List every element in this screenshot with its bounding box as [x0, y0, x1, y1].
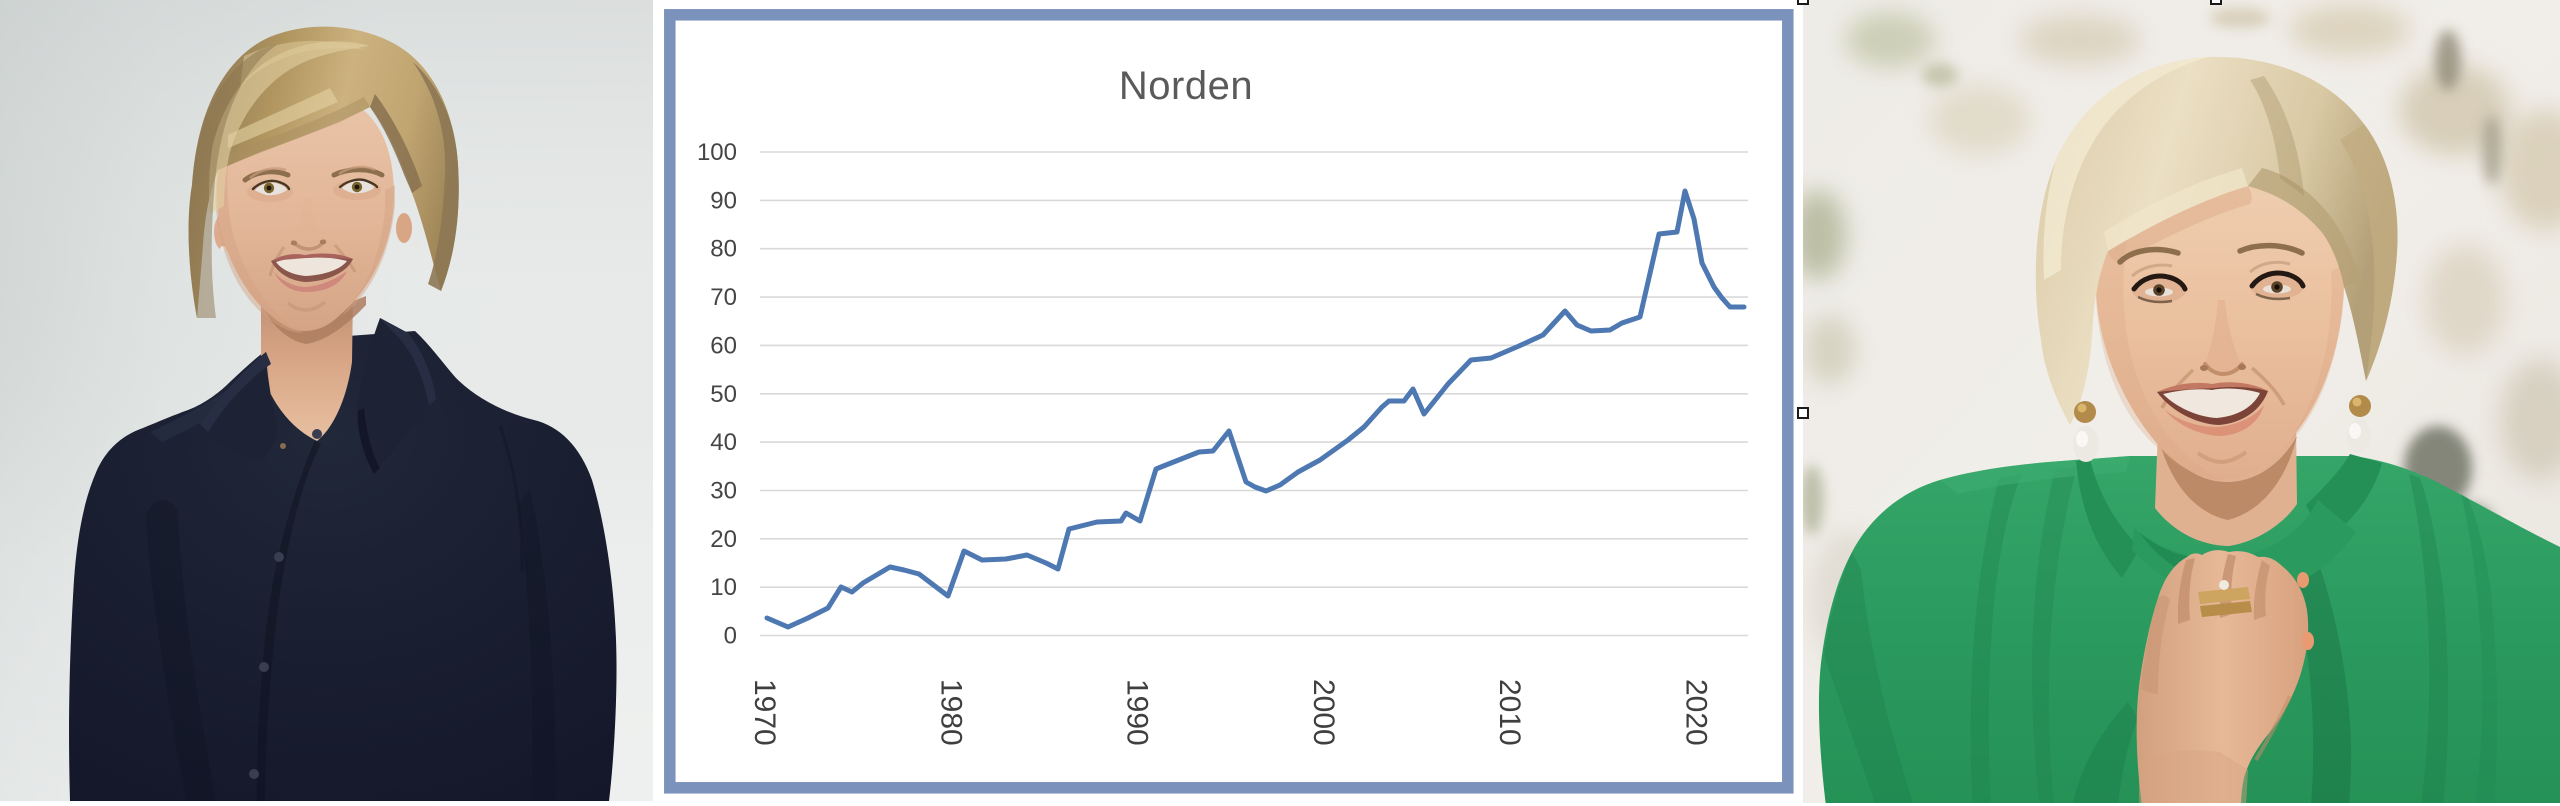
svg-text:2000: 2000	[1307, 679, 1340, 746]
svg-text:100: 100	[697, 139, 737, 166]
svg-text:30: 30	[710, 478, 737, 505]
svg-text:1990: 1990	[1121, 679, 1154, 746]
svg-text:70: 70	[710, 284, 737, 311]
svg-text:50: 50	[710, 381, 737, 408]
svg-text:80: 80	[710, 236, 737, 263]
svg-text:1980: 1980	[934, 679, 967, 746]
svg-text:2010: 2010	[1493, 679, 1526, 746]
svg-text:60: 60	[710, 332, 737, 359]
svg-text:10: 10	[710, 574, 737, 601]
svg-text:90: 90	[710, 187, 737, 214]
svg-text:40: 40	[710, 429, 737, 456]
svg-text:20: 20	[710, 526, 737, 553]
svg-text:0: 0	[724, 623, 737, 650]
svg-text:1970: 1970	[748, 679, 781, 746]
svg-text:2020: 2020	[1680, 679, 1713, 746]
svg-text:Norden: Norden	[1119, 64, 1253, 108]
